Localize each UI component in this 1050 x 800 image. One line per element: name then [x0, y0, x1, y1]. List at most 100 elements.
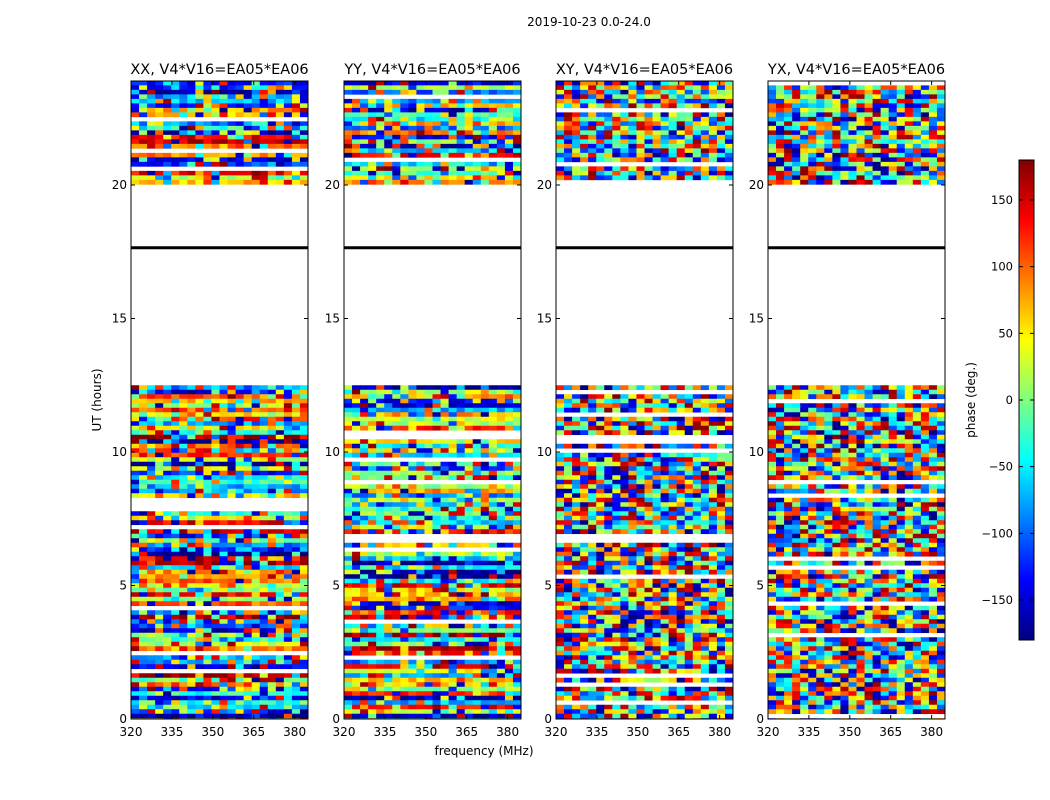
phase-cell: [171, 112, 180, 118]
phase-cell: [352, 668, 361, 674]
phase-cell: [676, 547, 686, 553]
phase-cell: [283, 416, 293, 422]
phase-cell: [352, 614, 361, 620]
phase-cell: [488, 148, 498, 154]
phase-cell: [275, 686, 285, 692]
phase-cell: [251, 632, 261, 638]
phase-cell: [219, 547, 228, 553]
phase-cell: [392, 529, 401, 535]
phase-cell: [440, 452, 449, 458]
phase-cell: [488, 565, 498, 571]
phase-cell: [275, 664, 285, 670]
phase-cell: [708, 605, 718, 611]
phase-cell: [392, 551, 401, 557]
phase-cell: [400, 686, 409, 692]
phase-cell: [448, 587, 458, 593]
phase-cell: [504, 466, 514, 472]
phase-cell: [259, 81, 269, 86]
phase-cell: [408, 565, 417, 571]
phase-cell: [291, 713, 301, 719]
phase-cell: [131, 439, 140, 445]
phase-cell: [456, 98, 466, 104]
phase-cell: [424, 623, 433, 629]
phase-cell: [392, 161, 401, 167]
phase-cell: [700, 614, 710, 620]
phase-cell: [368, 673, 377, 679]
phase-cell: [219, 107, 228, 113]
phase-cell: [652, 637, 661, 643]
phase-cell: [235, 713, 245, 719]
phase-cell: [708, 520, 718, 526]
phase-cell: [275, 143, 285, 149]
phase-cell: [243, 452, 253, 458]
phase-cell: [344, 89, 353, 95]
phase-cell: [147, 493, 156, 499]
phase-cell: [275, 125, 285, 131]
phase-cell: [628, 614, 637, 620]
phase-cell: [259, 686, 269, 692]
phase-cell: [392, 466, 401, 472]
phase-cell: [700, 551, 710, 557]
phase-cell: [496, 407, 506, 413]
phase-cell: [275, 398, 285, 404]
phase-cell: [628, 583, 637, 589]
phase-cell: [147, 143, 156, 149]
phase-cell: [472, 506, 482, 512]
phase-cell: [464, 583, 474, 589]
phase-cell: [392, 650, 401, 656]
phase-cell: [227, 457, 236, 463]
phase-cell: [416, 578, 425, 584]
phase-cell: [267, 488, 277, 494]
phase-cell: [480, 686, 490, 692]
phase-cell: [235, 412, 245, 418]
phase-cell: [580, 479, 589, 485]
phase-cell: [376, 529, 385, 535]
phase-cell: [243, 430, 253, 436]
phase-cell: [596, 466, 605, 472]
phase-cell: [572, 506, 581, 512]
phase-cell: [131, 601, 140, 607]
phase-cell: [203, 520, 212, 526]
phase-cell: [708, 416, 718, 422]
phase-cell: [163, 125, 172, 131]
phase-cell: [171, 632, 180, 638]
phase-cell: [400, 443, 409, 449]
phase-cell: [259, 143, 269, 149]
phase-cell: [416, 502, 425, 508]
phase-cell: [344, 439, 353, 445]
phase-cell: [251, 488, 261, 494]
phase-cell: [195, 143, 204, 149]
phase-cell: [684, 502, 694, 508]
phase-cell: [496, 112, 506, 118]
phase-cell: [179, 479, 188, 485]
phase-cell: [440, 398, 449, 404]
phase-cell: [432, 691, 441, 697]
phase-cell: [352, 116, 361, 122]
phase-cell: [155, 578, 164, 584]
phase-cell: [259, 619, 269, 625]
phase-cell: [291, 461, 301, 467]
phase-cell: [464, 466, 474, 472]
phase-cell: [448, 632, 458, 638]
phase-cell: [171, 179, 180, 185]
phase-cell: [368, 511, 377, 517]
phase-cell: [424, 677, 433, 683]
phase-cell: [344, 583, 353, 589]
phase-cell: [267, 434, 277, 440]
phase-cell: [131, 398, 140, 404]
phase-cell: [219, 628, 228, 634]
phase-cell: [171, 623, 180, 629]
phase-cell: [243, 175, 253, 181]
phase-cell: [211, 587, 220, 593]
phase-cell: [251, 659, 261, 665]
phase-cell: [195, 398, 204, 404]
phase-cell: [275, 385, 285, 391]
phase-cell: [660, 610, 670, 616]
phase-cell: [219, 425, 228, 431]
phase-cell: [147, 565, 156, 571]
phase-cell: [456, 578, 466, 584]
phase-cell: [384, 81, 393, 86]
phase-cell: [488, 134, 498, 140]
phase-cell: [171, 695, 180, 701]
phase-cell: [572, 565, 581, 571]
